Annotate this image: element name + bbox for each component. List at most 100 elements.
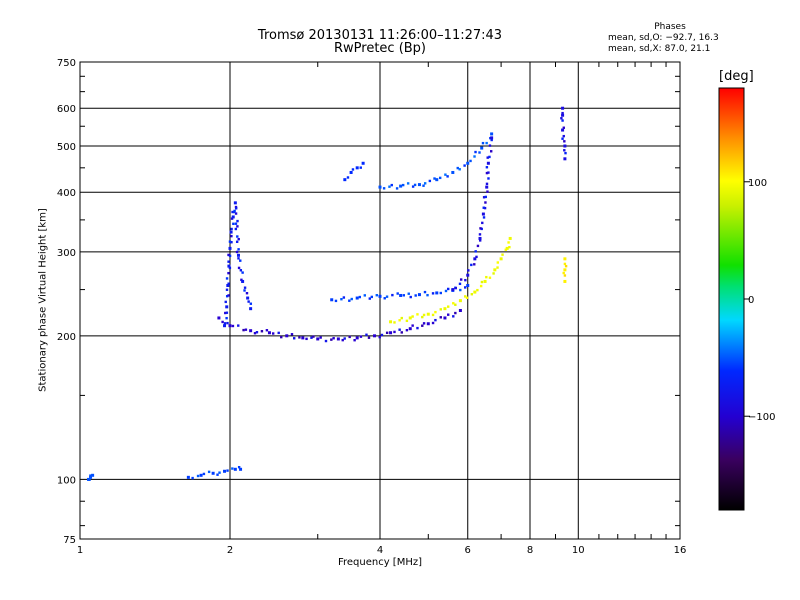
y-axis-ticks: 75 100 200 300 400 500 600 750 bbox=[57, 58, 680, 546]
data-point bbox=[439, 308, 442, 311]
data-point bbox=[508, 245, 511, 249]
data-point bbox=[563, 149, 566, 152]
y-tick-label: 400 bbox=[57, 188, 76, 199]
data-point bbox=[89, 475, 93, 479]
y-tick-label: 750 bbox=[57, 58, 76, 69]
data-point bbox=[378, 335, 381, 339]
data-point bbox=[355, 336, 359, 340]
data-point bbox=[224, 311, 227, 315]
data-point bbox=[459, 278, 463, 281]
data-point bbox=[225, 288, 229, 291]
data-point bbox=[349, 170, 353, 174]
data-point bbox=[358, 295, 361, 299]
data-point bbox=[375, 294, 378, 297]
data-point bbox=[423, 290, 427, 294]
data-point bbox=[563, 268, 567, 272]
data-point bbox=[474, 250, 477, 253]
y-tick-label: 100 bbox=[57, 475, 76, 486]
y-tick-label: 200 bbox=[57, 332, 76, 343]
data-point bbox=[255, 331, 259, 334]
trace-3 bbox=[330, 283, 470, 303]
data-point bbox=[227, 253, 230, 257]
data-point bbox=[393, 330, 396, 334]
data-point bbox=[230, 227, 233, 231]
data-point bbox=[407, 292, 410, 295]
data-point bbox=[330, 338, 333, 341]
data-point bbox=[411, 315, 414, 318]
data-point bbox=[454, 303, 457, 306]
data-point bbox=[223, 322, 227, 325]
data-point bbox=[234, 227, 238, 231]
data-point bbox=[230, 217, 234, 220]
data-point bbox=[561, 119, 564, 122]
data-point bbox=[243, 289, 246, 292]
data-point bbox=[501, 253, 504, 256]
data-point bbox=[467, 269, 470, 272]
data-point bbox=[230, 234, 233, 238]
data-point bbox=[231, 467, 234, 470]
data-point bbox=[199, 473, 203, 477]
data-point bbox=[235, 250, 239, 254]
data-point bbox=[336, 337, 340, 341]
data-point bbox=[239, 259, 242, 262]
data-point bbox=[561, 113, 565, 117]
data-point bbox=[452, 315, 455, 318]
x-tick-label: 4 bbox=[377, 545, 383, 556]
data-point bbox=[443, 316, 447, 320]
data-point bbox=[230, 241, 233, 244]
data-point bbox=[237, 257, 240, 260]
data-point bbox=[292, 337, 296, 340]
chart-title: Tromsø 20130131 11:26:00–11:27:43 bbox=[257, 28, 503, 43]
data-point bbox=[245, 291, 249, 295]
data-point bbox=[474, 150, 477, 154]
data-point bbox=[355, 166, 359, 170]
data-point bbox=[237, 324, 240, 327]
data-point bbox=[487, 177, 490, 180]
data-point bbox=[431, 292, 435, 295]
data-point bbox=[475, 255, 478, 259]
data-point bbox=[561, 111, 564, 115]
data-point bbox=[406, 182, 410, 185]
data-point bbox=[499, 257, 503, 261]
data-point bbox=[488, 144, 492, 147]
colorbar-tick-label: −100 bbox=[748, 412, 775, 423]
x-tick-label: 2 bbox=[227, 545, 233, 556]
data-point bbox=[473, 263, 476, 266]
data-point bbox=[247, 300, 250, 303]
data-point bbox=[249, 329, 253, 333]
data-point bbox=[380, 333, 384, 337]
data-point bbox=[485, 171, 489, 175]
data-point bbox=[348, 299, 351, 302]
data-point bbox=[405, 319, 409, 323]
data-point bbox=[319, 336, 322, 339]
data-point bbox=[483, 279, 487, 283]
data-point bbox=[480, 227, 483, 231]
data-point bbox=[488, 276, 492, 279]
data-point bbox=[218, 471, 221, 474]
data-point bbox=[342, 296, 346, 299]
data-point bbox=[490, 132, 494, 136]
data-point bbox=[246, 296, 250, 300]
data-point bbox=[221, 320, 224, 324]
data-point bbox=[267, 331, 271, 335]
data-point bbox=[228, 240, 232, 243]
data-point bbox=[481, 141, 485, 145]
x-tick-label: 10 bbox=[572, 545, 585, 556]
data-point bbox=[454, 286, 458, 290]
data-point bbox=[389, 331, 393, 335]
data-point bbox=[473, 290, 477, 294]
data-point bbox=[482, 196, 486, 199]
data-point bbox=[423, 182, 427, 185]
data-point bbox=[562, 126, 565, 129]
data-point bbox=[389, 320, 393, 324]
data-point bbox=[207, 470, 211, 474]
y-axis-label: Stationary phase Virtual Height [km] bbox=[37, 208, 49, 392]
data-point bbox=[236, 219, 239, 223]
data-point bbox=[365, 333, 368, 336]
data-point bbox=[480, 280, 484, 284]
data-point bbox=[316, 337, 320, 341]
data-point bbox=[481, 221, 484, 225]
data-point bbox=[482, 216, 486, 219]
data-point bbox=[88, 478, 91, 481]
data-point bbox=[478, 151, 481, 154]
